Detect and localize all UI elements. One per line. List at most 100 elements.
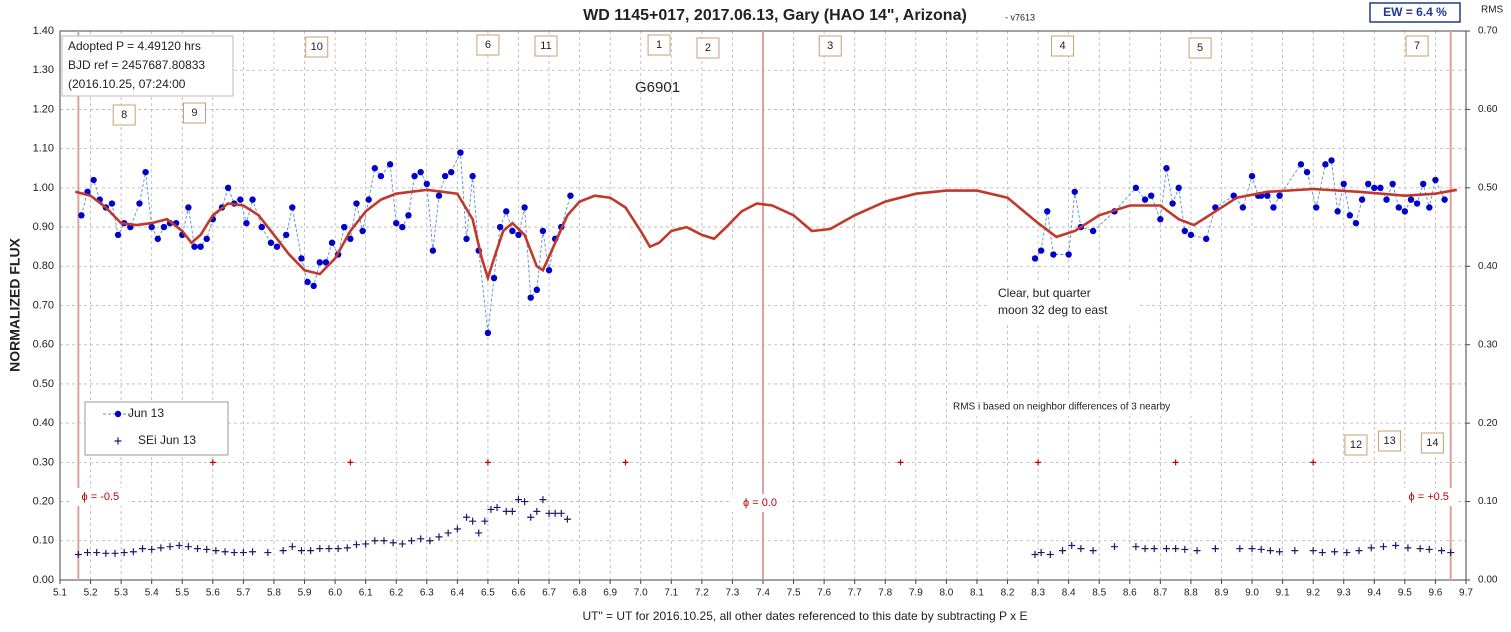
data-point [457,149,464,156]
cross-point [1035,459,1042,466]
data-point [1322,161,1329,168]
y-tick-label: 0.50 [33,378,54,390]
data-point [1383,196,1390,203]
rms-note-box [948,398,1218,416]
y2-axis-title: RMS [1481,5,1504,16]
weather-note: moon 32 deg to east [998,303,1108,317]
cross-point [521,498,529,506]
cross-point [1141,545,1149,553]
dip-label: 6 [485,39,491,51]
x-tick-label: 6.9 [603,588,617,599]
x-tick-label: 8.5 [1092,588,1106,599]
data-point [142,168,149,176]
data-point [1276,192,1283,199]
cross-point [249,548,257,556]
data-point [371,165,379,172]
x-tick-label: 7.1 [664,588,678,599]
dip-label: 7 [1414,40,1420,52]
data-point [484,329,492,337]
y2-tick-label: 0.70 [1478,26,1498,37]
cross-point [557,509,565,517]
cross-point [1438,547,1446,555]
data-point [1031,255,1039,262]
cross-point [166,543,174,551]
x-tick-label: 7.9 [909,588,923,599]
cross-point [209,459,216,466]
weather-note: Clear, but quarter [998,286,1091,300]
cross-point [435,533,443,541]
cross-point [1046,551,1054,559]
data-point [1157,216,1164,223]
cross-point [74,551,82,559]
data-point [1389,180,1396,188]
cross-point [288,543,296,551]
data-point [1202,235,1210,243]
cross-point [279,547,287,555]
data-point [496,223,504,231]
cross-point [508,507,516,515]
x-tick-label: 9.7 [1459,588,1473,599]
cross-point [1309,547,1317,555]
cross-point [316,545,324,553]
cross-point [1379,543,1387,551]
x-tick-label: 8.8 [1184,588,1198,599]
cross-point [129,548,137,556]
y-tick-label: 1.40 [33,25,54,37]
dip-label-box [1051,35,1075,57]
dip-label: 13 [1383,435,1395,447]
x-tick-label: 6.2 [389,588,403,599]
cross-point [1236,545,1244,553]
y2-tick-label: 0.00 [1478,575,1498,586]
data-point [1071,188,1078,195]
cross-point [380,537,388,545]
y-tick-label: 0.70 [33,299,54,311]
data-point [423,180,430,188]
cross-point [1447,549,1455,557]
cross-point [325,545,333,553]
x-tick-label: 7.0 [634,588,648,599]
dip-label-box [1188,37,1212,59]
data-point [298,255,305,262]
data-point [136,200,143,207]
y-tick-label: 0.10 [33,535,54,547]
x-tick-label: 9.2 [1306,588,1320,599]
cross-point [622,459,629,466]
x-tick-label: 8.4 [1062,588,1076,599]
weather-box [990,282,1140,322]
x-tick-label: 5.5 [175,588,189,599]
cross-point [1343,549,1351,557]
data-point [1037,247,1045,254]
y-tick-label: 1.00 [33,182,54,194]
data-point [1303,168,1311,176]
phase-label: ϕ = 0.0 [743,497,777,509]
legend-swatch-dot [114,410,122,418]
cross-point [1291,547,1299,555]
dip-label-box [1405,35,1429,57]
cross-point [1367,544,1375,552]
cross-point [307,547,315,555]
x-tick-label: 9.5 [1398,588,1412,599]
cross-point [111,549,119,557]
data-point [1346,212,1354,219]
cross-point [264,549,272,557]
x-tick-label: 6.0 [328,588,342,599]
phase-label-box [1400,488,1457,506]
data-point [353,200,360,207]
data-point [377,172,385,180]
y2-tick-label: 0.40 [1478,261,1498,272]
data-point [411,172,418,180]
data-point [1297,161,1305,168]
cross-point [1037,549,1045,557]
data-point [191,243,198,250]
cross-point [93,549,101,557]
x-tick-label: 9.0 [1245,588,1259,599]
data-point [224,184,232,192]
x-tick-label: 6.8 [573,588,587,599]
legend-label: SEi Jun 13 [138,433,196,447]
dip-label: 1 [656,39,662,51]
data-point [435,192,443,199]
cross-point [1031,551,1039,559]
data-point [359,227,366,235]
x-tick-label: 6.4 [450,588,464,599]
